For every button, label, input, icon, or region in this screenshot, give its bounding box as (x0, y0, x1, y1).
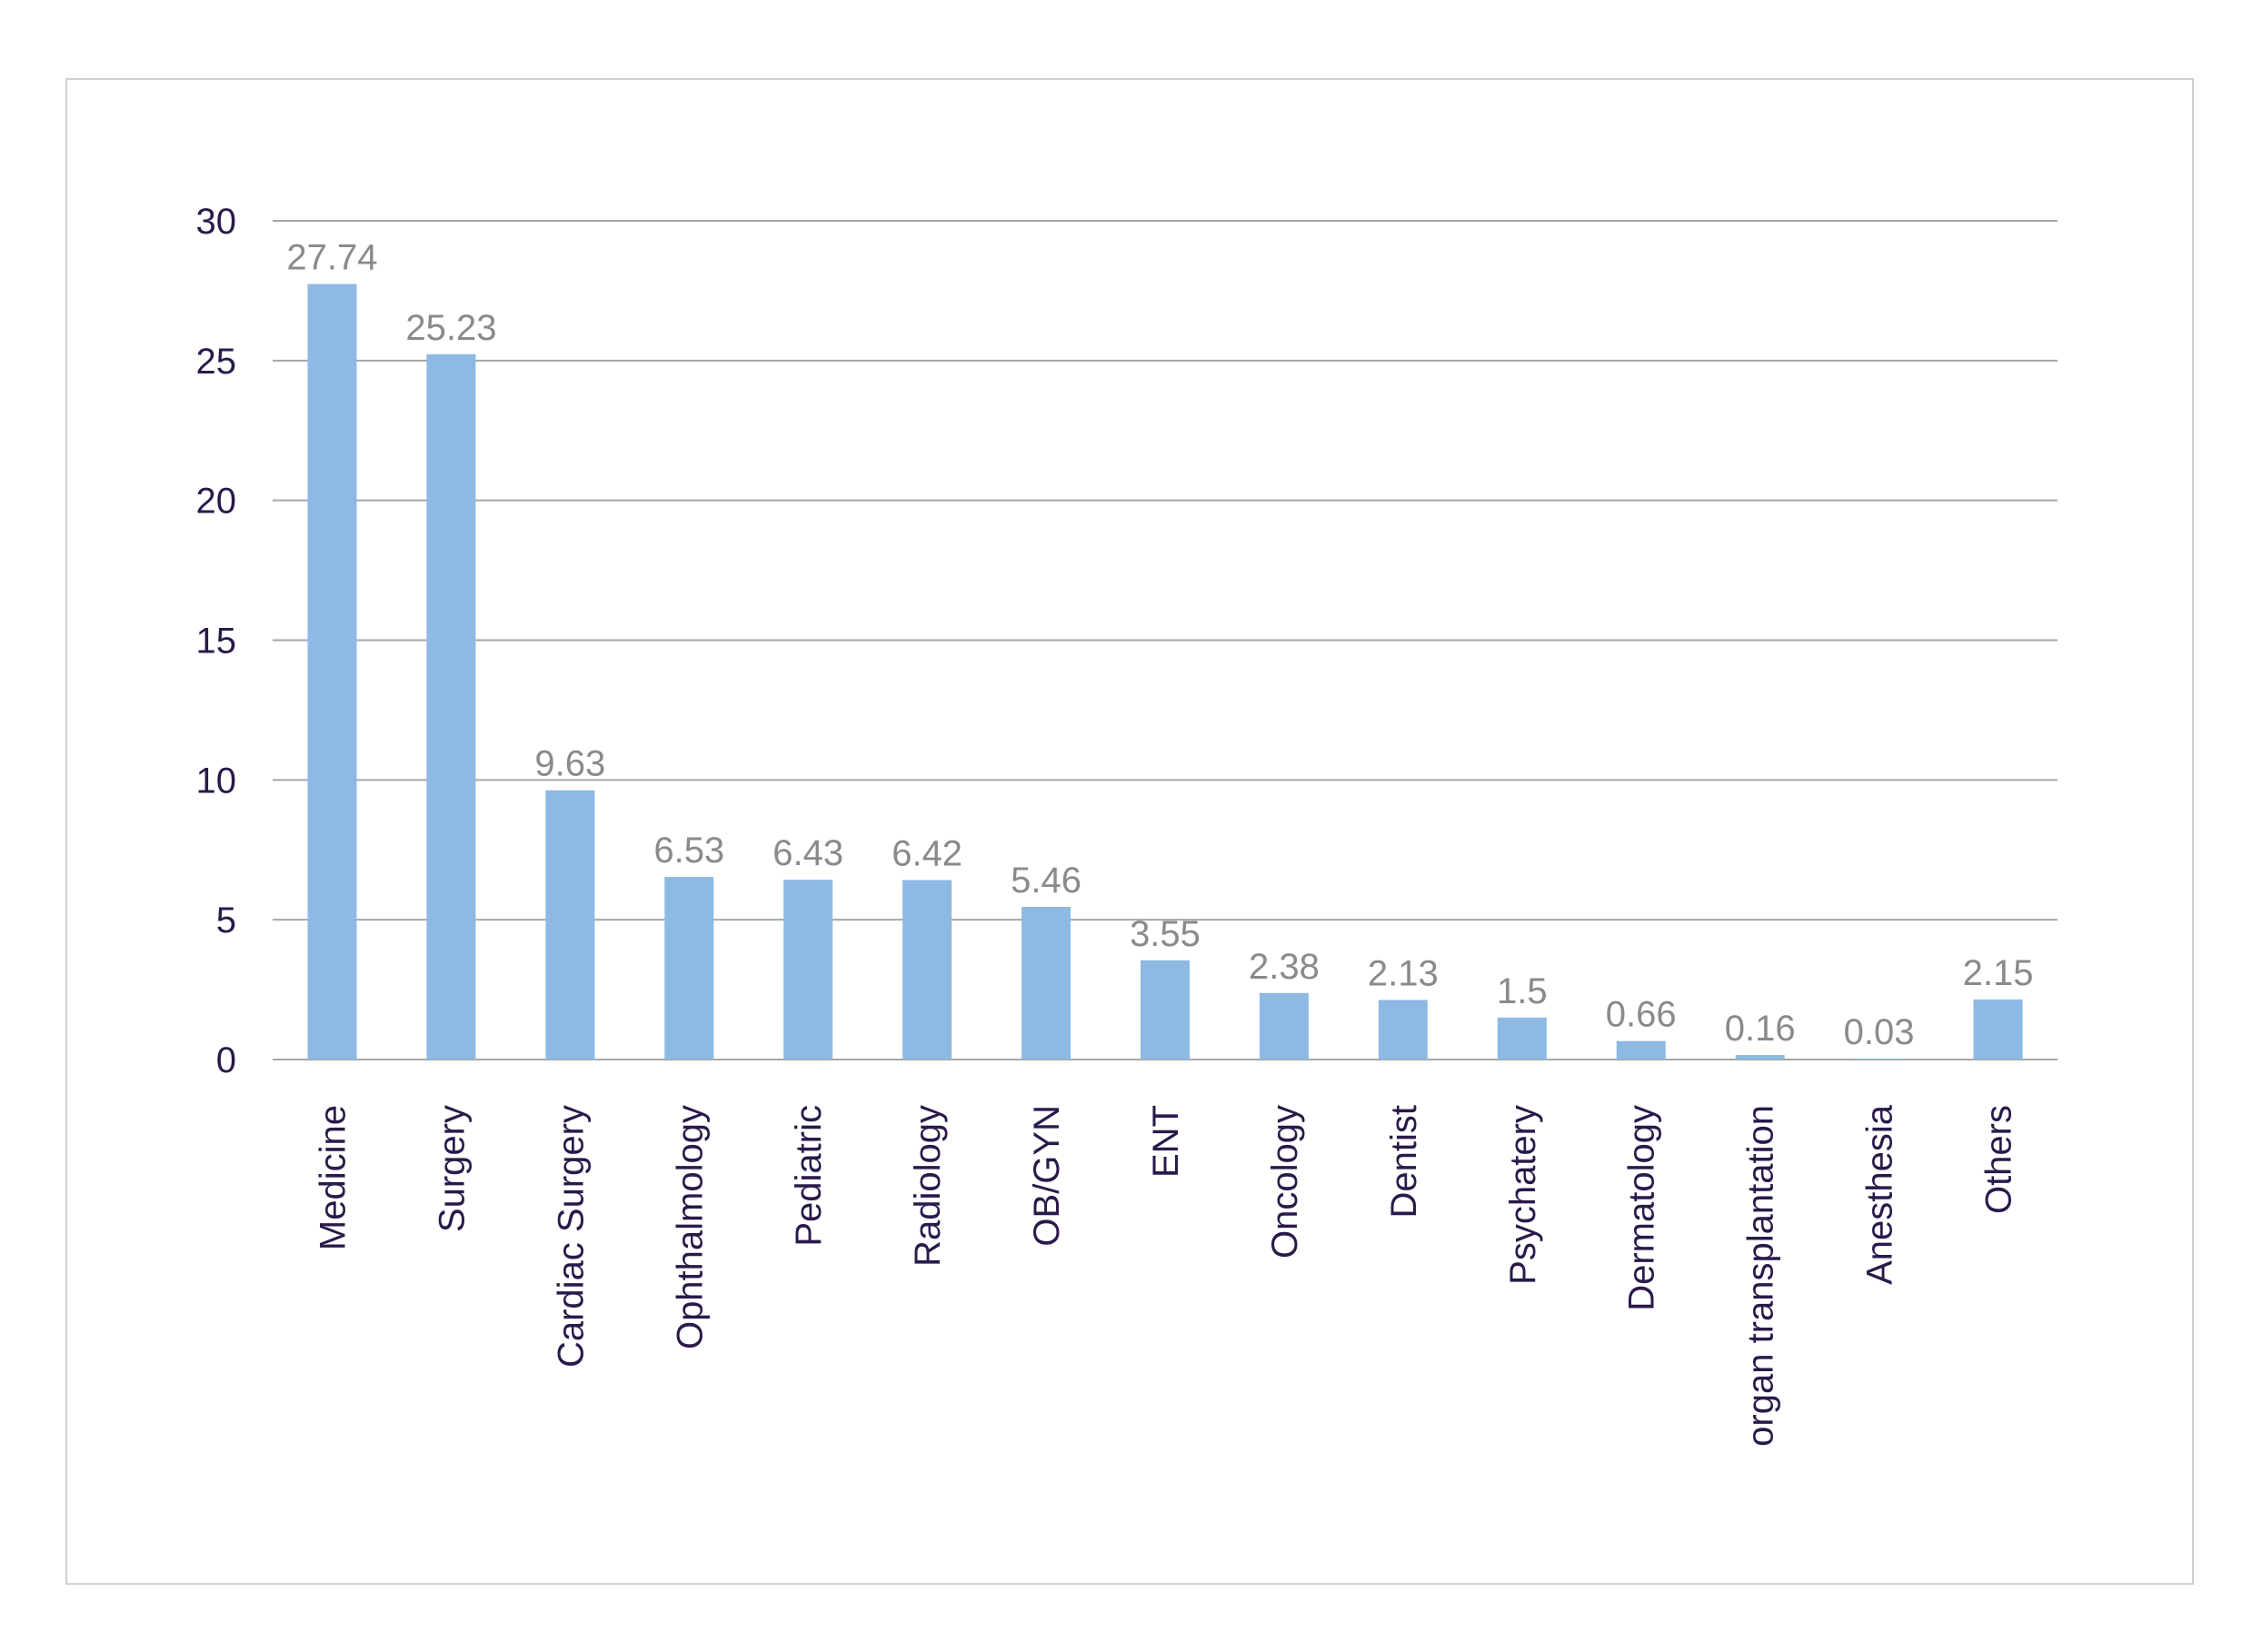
y-tick-label: 10 (196, 761, 237, 801)
data-label: 2.13 (1368, 953, 1439, 993)
bar-radiology (902, 880, 952, 1060)
bar-psychatery (1497, 1017, 1547, 1060)
category-label: Medicine (313, 1105, 353, 1250)
category-label: Others (1979, 1105, 2019, 1214)
category-label: organ transplantation (1741, 1105, 1781, 1447)
data-label: 5.46 (1011, 861, 1081, 901)
data-label: 0.03 (1844, 1012, 1915, 1052)
category-label: Pediatric (789, 1105, 829, 1247)
bar-dentist (1378, 1000, 1428, 1060)
y-tick-label: 30 (196, 202, 237, 242)
y-axis-ticks: 0 5 10 15 20 25 30 (196, 202, 237, 1080)
category-label: Oncology (1265, 1105, 1305, 1259)
bar-chart: 0 5 10 15 20 25 30 27.74 25.23 9.63 6.53 6.43 6.42 5… (196, 202, 2058, 1447)
data-label: 2.15 (1963, 953, 2034, 993)
category-label: Radiology (908, 1105, 948, 1267)
y-tick-label: 25 (196, 342, 237, 382)
y-tick-label: 20 (196, 482, 237, 522)
bar-surgery (426, 353, 476, 1060)
data-label: 27.74 (286, 238, 377, 278)
data-label: 9.63 (534, 744, 605, 784)
bar-oncology (1259, 992, 1309, 1060)
bar-ophthalmology (664, 877, 714, 1060)
bar-medicine (307, 284, 357, 1060)
category-label: Surgery (432, 1105, 472, 1232)
bar-ent (1141, 960, 1190, 1060)
data-label: 0.16 (1725, 1009, 1796, 1049)
category-label: Dentist (1384, 1105, 1424, 1219)
chart-frame: 0 5 10 15 20 25 30 27.74 25.23 9.63 6.53 6.43 6.42 5… (65, 78, 2194, 1585)
category-label: OB/GYN (1027, 1105, 1067, 1247)
data-label: 3.55 (1130, 914, 1201, 954)
data-label: 1.5 (1497, 971, 1548, 1011)
category-label: Cardiac Surgery (551, 1105, 591, 1368)
category-label: Ophthalmology (670, 1105, 710, 1349)
data-label: 0.66 (1606, 995, 1677, 1035)
bar-organ-transplantation (1735, 1055, 1785, 1060)
bar-pediatric (783, 880, 833, 1060)
category-label: Anesthesia (1860, 1104, 1900, 1285)
data-label: 25.23 (405, 308, 496, 348)
bar-dermatology (1616, 1040, 1666, 1060)
y-tick-label: 5 (216, 901, 236, 940)
category-label: ENT (1146, 1105, 1186, 1178)
category-labels: Medicine Surgery Cardiac Surgery Ophthalmol… (313, 1104, 2018, 1447)
bar-cardiac-surgery (545, 790, 595, 1060)
data-label: 6.43 (772, 833, 843, 873)
category-label: Dermatology (1622, 1105, 1662, 1311)
y-tick-label: 15 (196, 622, 237, 662)
data-label: 2.38 (1249, 947, 1320, 987)
bar-ob-gyn (1021, 907, 1071, 1060)
bar-anesthesia (1854, 1059, 1904, 1060)
data-label: 6.42 (892, 833, 962, 873)
bars (307, 284, 2023, 1060)
y-tick-label: 0 (216, 1040, 236, 1080)
data-labels: 27.74 25.23 9.63 6.53 6.43 6.42 5.46 3.55 2.38 2.… (286, 238, 2033, 1053)
data-label: 6.53 (653, 831, 724, 871)
category-label: Psychatery (1503, 1105, 1543, 1285)
bar-others (1973, 999, 2023, 1060)
